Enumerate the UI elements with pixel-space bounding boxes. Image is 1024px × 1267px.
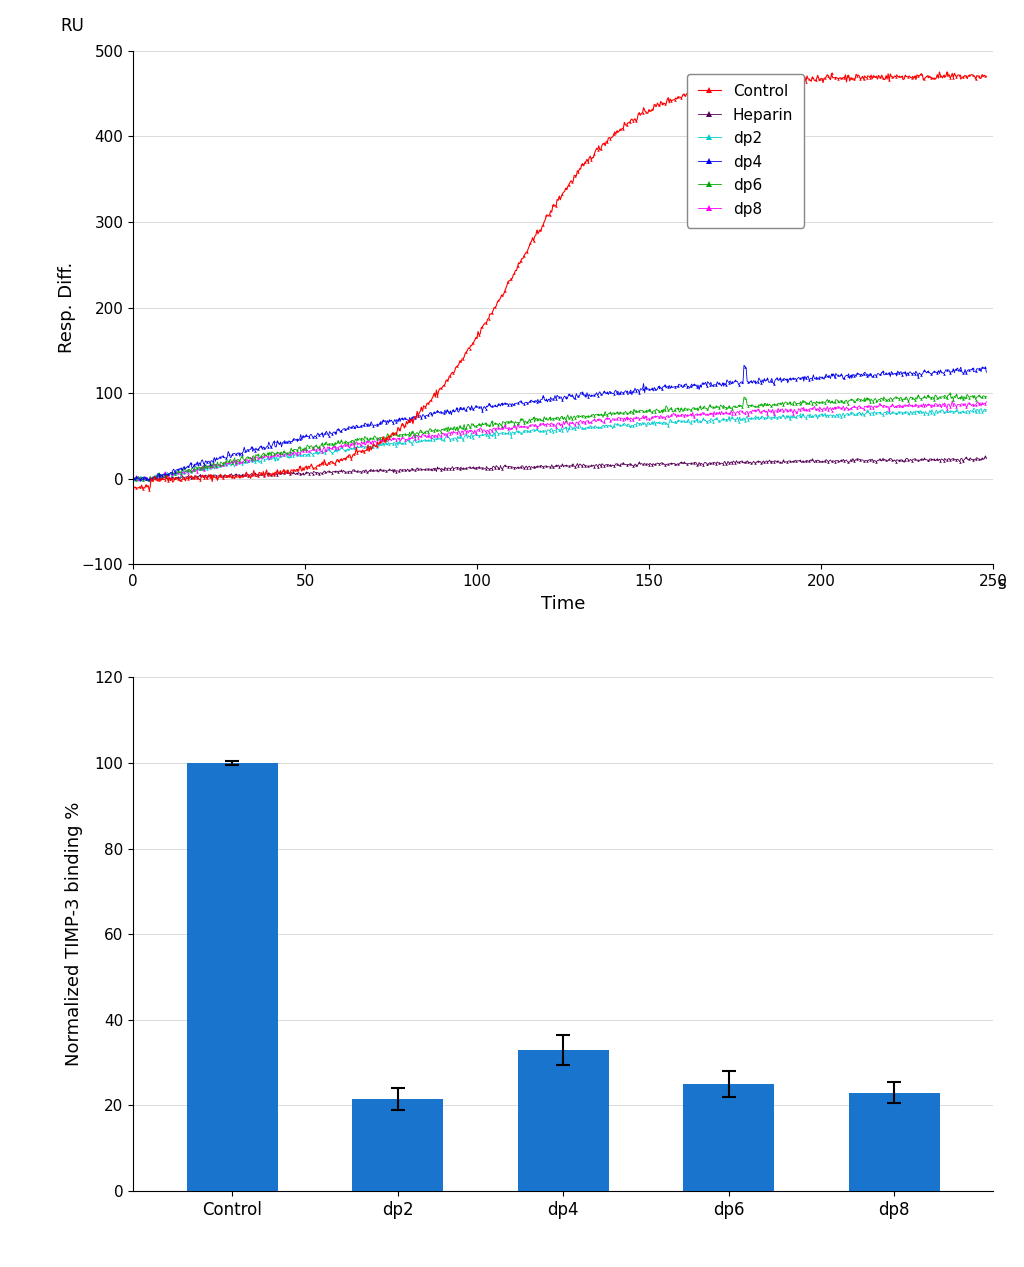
Y-axis label: Resp. Diff.: Resp. Diff.	[58, 262, 76, 353]
dp8	[144, 475, 157, 490]
dp8	[980, 394, 992, 409]
Text: s: s	[997, 575, 1007, 593]
Heparin	[180, 469, 193, 484]
dp6	[142, 474, 155, 489]
dp6	[180, 464, 193, 479]
Text: RU: RU	[60, 18, 84, 35]
Heparin	[775, 455, 787, 470]
dp6	[944, 385, 956, 400]
dp6	[980, 389, 992, 404]
dp6	[127, 471, 139, 487]
Control	[775, 75, 787, 90]
dp8	[180, 464, 193, 479]
dp8	[127, 470, 139, 485]
Line: dp4: dp4	[132, 364, 988, 483]
Heparin	[979, 449, 991, 464]
dp6	[775, 397, 787, 412]
dp2	[975, 400, 987, 416]
dp2	[672, 413, 684, 428]
Heparin	[141, 473, 154, 488]
dp6	[863, 390, 876, 405]
Line: Control: Control	[132, 71, 988, 492]
Line: dp6: dp6	[132, 392, 988, 483]
Control	[980, 68, 992, 84]
Control	[127, 478, 139, 493]
Control	[933, 65, 945, 80]
Y-axis label: Normalized TIMP-3 binding %: Normalized TIMP-3 binding %	[66, 802, 83, 1067]
X-axis label: Time: Time	[541, 594, 586, 613]
Control	[180, 470, 193, 485]
Control	[624, 114, 636, 129]
Heparin	[980, 451, 992, 466]
Bar	[518, 1050, 608, 1191]
dp8	[624, 412, 636, 427]
Line: Heparin: Heparin	[132, 455, 988, 481]
Control	[863, 68, 876, 84]
Legend: Control, Heparin, dp2, dp4, dp6, dp8: Control, Heparin, dp2, dp4, dp6, dp8	[687, 73, 804, 228]
Bar	[352, 1098, 443, 1191]
Bar	[683, 1085, 774, 1191]
Line: dp2: dp2	[132, 407, 988, 481]
dp6	[646, 404, 658, 419]
dp2	[180, 465, 193, 480]
dp6	[624, 404, 636, 419]
Heparin	[127, 470, 139, 485]
Control	[143, 483, 156, 498]
dp4	[646, 380, 658, 395]
dp4	[672, 379, 684, 394]
dp2	[624, 419, 636, 435]
dp6	[672, 400, 684, 416]
dp4	[624, 384, 636, 399]
Heparin	[646, 457, 658, 473]
dp8	[863, 398, 876, 413]
dp2	[646, 414, 658, 430]
Heparin	[863, 452, 876, 468]
dp8	[672, 407, 684, 422]
dp2	[980, 402, 992, 417]
dp4	[134, 474, 146, 489]
dp4	[864, 366, 877, 381]
Heparin	[624, 456, 636, 471]
dp2	[863, 405, 876, 421]
dp8	[775, 403, 787, 418]
Bar	[186, 763, 278, 1191]
Control	[646, 101, 658, 117]
dp4	[980, 365, 992, 380]
dp8	[646, 409, 658, 424]
Bar	[849, 1092, 940, 1191]
dp4	[127, 470, 139, 485]
Control	[672, 89, 684, 104]
dp2	[775, 411, 787, 426]
dp2	[131, 473, 143, 488]
dp4	[738, 357, 751, 372]
Line: dp8: dp8	[132, 399, 988, 484]
dp2	[127, 473, 139, 488]
Heparin	[672, 456, 684, 471]
dp4	[776, 372, 788, 388]
dp4	[180, 460, 193, 475]
dp8	[946, 393, 958, 408]
